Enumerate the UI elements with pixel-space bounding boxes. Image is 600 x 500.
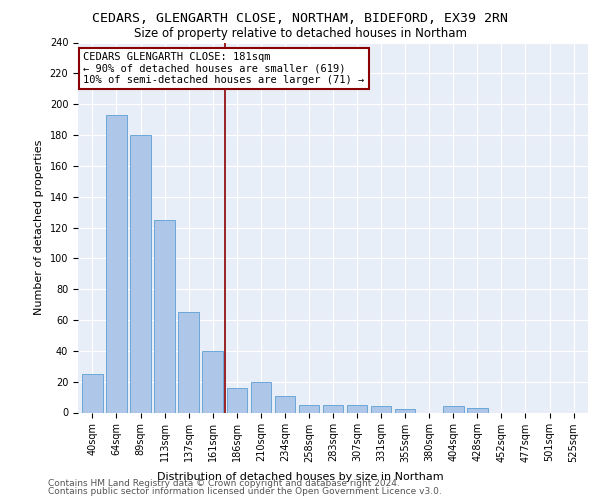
- Bar: [443, 406, 464, 412]
- Bar: [395, 410, 415, 412]
- Bar: [130, 135, 151, 412]
- Bar: [106, 115, 127, 412]
- Bar: [202, 351, 223, 412]
- Text: Distribution of detached houses by size in Northam: Distribution of detached houses by size …: [157, 472, 443, 482]
- Bar: [154, 220, 175, 412]
- Bar: [371, 406, 391, 412]
- Bar: [82, 374, 103, 412]
- Bar: [227, 388, 247, 412]
- Bar: [347, 405, 367, 412]
- Bar: [178, 312, 199, 412]
- Y-axis label: Number of detached properties: Number of detached properties: [34, 140, 44, 315]
- Text: Contains HM Land Registry data © Crown copyright and database right 2024.: Contains HM Land Registry data © Crown c…: [48, 478, 400, 488]
- Bar: [299, 405, 319, 412]
- Bar: [323, 405, 343, 412]
- Text: Contains public sector information licensed under the Open Government Licence v3: Contains public sector information licen…: [48, 487, 442, 496]
- Text: CEDARS, GLENGARTH CLOSE, NORTHAM, BIDEFORD, EX39 2RN: CEDARS, GLENGARTH CLOSE, NORTHAM, BIDEFO…: [92, 12, 508, 26]
- Text: CEDARS GLENGARTH CLOSE: 181sqm
← 90% of detached houses are smaller (619)
10% of: CEDARS GLENGARTH CLOSE: 181sqm ← 90% of …: [83, 52, 364, 85]
- Text: Size of property relative to detached houses in Northam: Size of property relative to detached ho…: [133, 28, 467, 40]
- Bar: [251, 382, 271, 412]
- Bar: [467, 408, 488, 412]
- Bar: [275, 396, 295, 412]
